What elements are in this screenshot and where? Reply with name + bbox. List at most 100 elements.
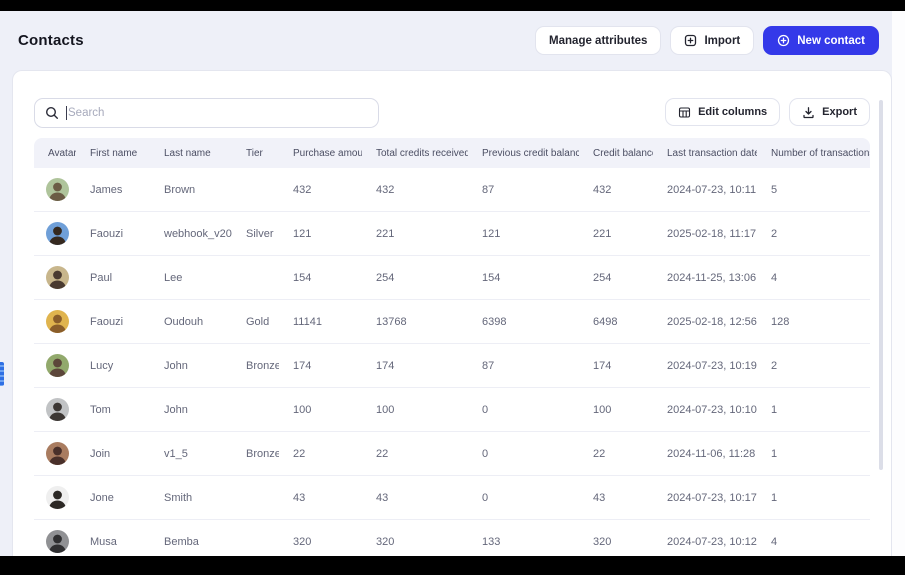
cell-credit-balance: 100	[593, 403, 612, 416]
cell-total-credits-received: 22	[376, 447, 389, 460]
table-row[interactable]: Lucy John Bronze 174 174 87 174 2024-07-…	[34, 344, 870, 388]
cell-first-name: Jone	[90, 491, 114, 504]
new-contact-button[interactable]: New contact	[763, 26, 879, 55]
avatar	[46, 222, 69, 245]
avatar	[46, 178, 69, 201]
bottom-bezel	[0, 556, 905, 575]
search-box[interactable]	[34, 98, 379, 128]
table-row[interactable]: Tom John 100 100 0 100 2024-07-23, 10:10…	[34, 388, 870, 432]
table-row[interactable]: Jone Smith 43 43 0 43 2024-07-23, 10:17 …	[34, 476, 870, 520]
cell-total-credits-received: 221	[376, 227, 395, 240]
import-label: Import	[704, 34, 741, 47]
cell-number-of-transactions: 4	[771, 271, 778, 284]
column-header-last-transaction-date[interactable]: Last transaction date	[667, 147, 757, 159]
cell-number-of-transactions: 5	[771, 183, 778, 196]
right-edge-strip	[892, 11, 905, 556]
cell-first-name: Faouzi	[90, 315, 124, 328]
cell-credit-balance: 174	[593, 359, 612, 372]
cell-tier: Bronze	[246, 447, 279, 460]
page-title: Contacts	[18, 32, 84, 49]
cell-number-of-transactions: 4	[771, 535, 778, 548]
cell-credit-balance: 22	[593, 447, 606, 460]
column-header-last-name[interactable]: Last name	[164, 147, 211, 159]
cell-last-name: John	[164, 403, 188, 416]
column-header-previous-credit-balance[interactable]: Previous credit balance	[482, 147, 579, 159]
search-icon	[45, 106, 59, 120]
cell-previous-credit-balance: 154	[482, 271, 501, 284]
cell-number-of-transactions: 1	[771, 403, 778, 416]
cell-total-credits-received: 320	[376, 535, 395, 548]
table-row[interactable]: Faouzi webhook_v20 Silver 121 221 121 22…	[34, 212, 870, 256]
cell-total-credits-received: 174	[376, 359, 395, 372]
page-header: Contacts Manage attributes Import New co…	[0, 11, 892, 70]
table-grid-icon	[678, 106, 691, 119]
cell-last-name: Smith	[164, 491, 193, 504]
cell-purchase-amount: 121	[293, 227, 312, 240]
cell-first-name: Paul	[90, 271, 113, 284]
cell-last-transaction-date: 2024-07-23, 10:12	[667, 535, 757, 548]
avatar	[46, 354, 69, 377]
cell-previous-credit-balance: 133	[482, 535, 501, 548]
column-header-credit-balance[interactable]: Credit balance	[593, 147, 653, 159]
export-button[interactable]: Export	[789, 98, 870, 126]
cell-last-transaction-date: 2024-11-06, 11:28	[667, 447, 756, 460]
cell-previous-credit-balance: 0	[482, 491, 489, 504]
text-caret	[66, 106, 67, 120]
table-row[interactable]: Join v1_5 Bronze 22 22 0 22 2024-11-06, …	[34, 432, 870, 476]
left-edge-widget[interactable]	[0, 362, 4, 386]
search-input[interactable]	[68, 107, 368, 119]
column-header-first-name[interactable]: First name	[90, 147, 138, 159]
cell-last-name: webhook_v20	[164, 227, 232, 240]
table-row[interactable]: Paul Lee 154 254 154 254 2024-11-25, 13:…	[34, 256, 870, 300]
avatar	[46, 442, 69, 465]
cell-total-credits-received: 100	[376, 403, 395, 416]
table-row[interactable]: James Brown 432 432 87 432 2024-07-23, 1…	[34, 168, 870, 212]
cell-previous-credit-balance: 6398	[482, 315, 507, 328]
cell-credit-balance: 254	[593, 271, 612, 284]
avatar	[46, 310, 69, 333]
column-header-number-of-transactions[interactable]: Number of transactions	[771, 147, 870, 159]
header-actions: Manage attributes Import New contact	[535, 26, 879, 55]
avatar	[46, 266, 69, 289]
top-bezel	[0, 0, 905, 11]
new-contact-label: New contact	[797, 34, 865, 47]
column-header-total-credits-received[interactable]: Total credits received	[376, 147, 468, 159]
cell-last-name: Bemba	[164, 535, 199, 548]
cell-total-credits-received: 432	[376, 183, 395, 196]
cell-last-transaction-date: 2024-11-25, 13:06	[667, 271, 757, 284]
cell-credit-balance: 221	[593, 227, 612, 240]
contacts-table: Avatar First name Last name Tier Purchas…	[34, 138, 870, 564]
avatar	[46, 486, 69, 509]
cell-last-transaction-date: 2024-07-23, 10:17	[667, 491, 757, 504]
plus-circle-icon	[777, 34, 790, 47]
edit-columns-label: Edit columns	[698, 106, 768, 118]
cell-first-name: Tom	[90, 403, 111, 416]
cell-purchase-amount: 11141	[293, 315, 322, 328]
edit-columns-button[interactable]: Edit columns	[665, 98, 781, 126]
cell-credit-balance: 43	[593, 491, 606, 504]
cell-number-of-transactions: 2	[771, 227, 778, 240]
avatar	[46, 398, 69, 421]
cell-previous-credit-balance: 87	[482, 359, 495, 372]
cell-last-transaction-date: 2025-02-18, 12:56	[667, 315, 757, 328]
table-scrollbar[interactable]	[879, 100, 883, 470]
cell-number-of-transactions: 1	[771, 491, 778, 504]
cell-last-transaction-date: 2024-07-23, 10:10	[667, 403, 757, 416]
cell-previous-credit-balance: 87	[482, 183, 495, 196]
column-header-purchase-amount[interactable]: Purchase amount	[293, 147, 362, 159]
import-button[interactable]: Import	[670, 26, 755, 55]
cell-tier: Silver	[246, 227, 274, 240]
cell-last-transaction-date: 2024-07-23, 10:11	[667, 183, 757, 196]
column-header-tier[interactable]: Tier	[246, 147, 263, 159]
manage-attributes-button[interactable]: Manage attributes	[535, 26, 662, 55]
cell-last-name: Oudouh	[164, 315, 204, 328]
cell-tier: Gold	[246, 315, 270, 328]
table-row[interactable]: Faouzi Oudouh Gold 11141 13768 6398 6498…	[34, 300, 870, 344]
cell-last-name: John	[164, 359, 188, 372]
cell-purchase-amount: 22	[293, 447, 306, 460]
table-header-row: Avatar First name Last name Tier Purchas…	[34, 138, 870, 168]
cell-credit-balance: 320	[593, 535, 612, 548]
cell-purchase-amount: 320	[293, 535, 312, 548]
column-header-avatar[interactable]: Avatar	[48, 147, 76, 159]
avatar	[46, 530, 69, 553]
